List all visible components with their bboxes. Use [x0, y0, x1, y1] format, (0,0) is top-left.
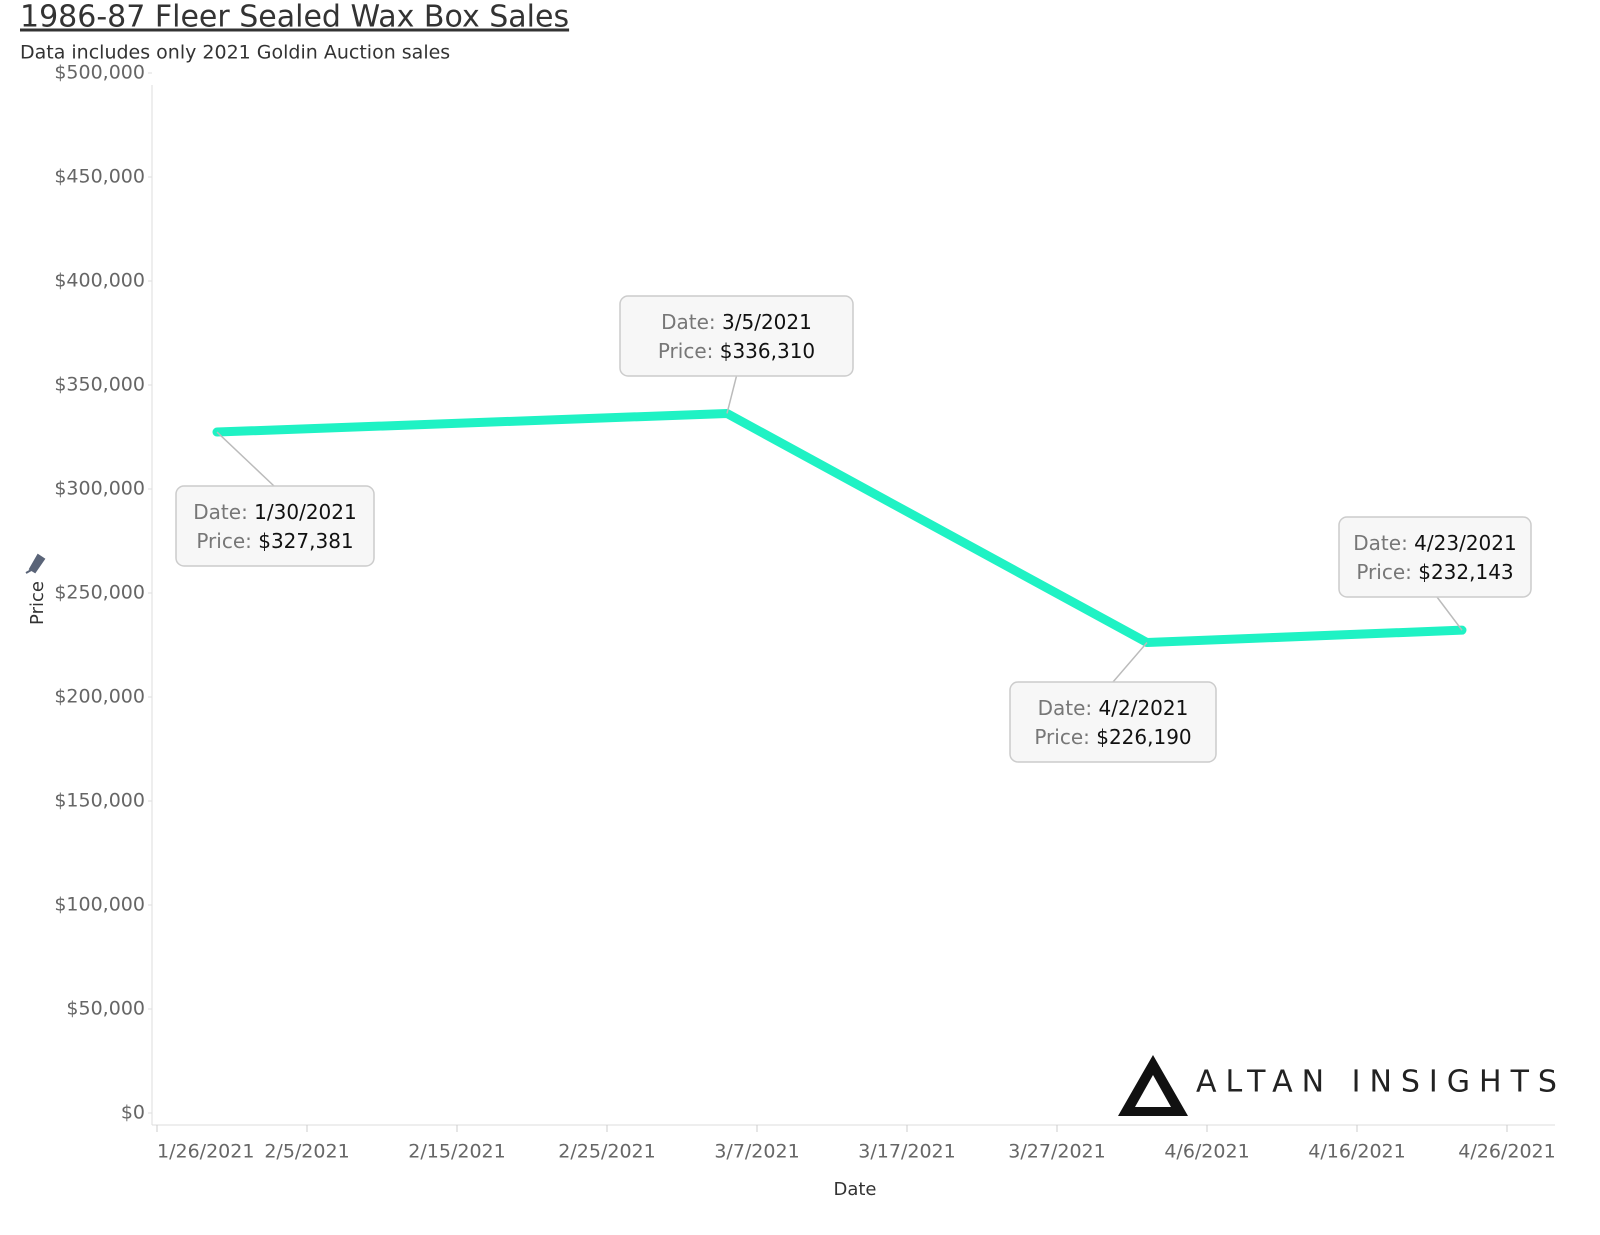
y-tick-label: $450,000	[54, 166, 145, 188]
chart-subtitle: Data includes only 2021 Goldin Auction s…	[20, 42, 450, 64]
x-tick-label: 2/15/2021	[408, 1141, 505, 1163]
tooltip-price: Price: $336,310	[658, 339, 815, 363]
tooltip-date-label: Date:	[1038, 696, 1093, 720]
data-label: $336,310	[720, 339, 815, 363]
tooltip-box	[1009, 681, 1217, 763]
tooltip-box	[1338, 516, 1532, 598]
logo: ALTAN INSIGHTS	[1118, 1055, 1566, 1116]
y-tick-label: $150,000	[54, 790, 145, 812]
leader-line	[1436, 596, 1463, 631]
y-tick-label: $500,000	[54, 62, 145, 84]
tooltip-date-value: 4/23/2021	[1414, 531, 1517, 555]
x-tick-label: 2/25/2021	[558, 1141, 655, 1163]
x-tick-label: 3/27/2021	[1008, 1141, 1105, 1163]
tooltip-price: Price: $226,190	[1034, 725, 1191, 749]
tooltip-date: Date: 4/2/2021	[1038, 696, 1189, 720]
x-tick-label: 4/16/2021	[1308, 1141, 1405, 1163]
data-label: $226,190	[1096, 725, 1191, 749]
data-label: $327,381	[258, 529, 353, 553]
y-tick-label: $200,000	[54, 686, 145, 708]
tooltip-box	[619, 295, 854, 377]
tooltip-price: Price: $232,143	[1356, 560, 1513, 584]
data-label: $232,143	[1418, 560, 1513, 584]
tooltip-date-value: 1/30/2021	[254, 500, 357, 524]
y-tick-label: $300,000	[54, 478, 145, 500]
y-tick-label: $50,000	[66, 998, 145, 1020]
tooltip-price-label: Price:	[1356, 560, 1412, 584]
x-tick-label: 4/6/2021	[1164, 1141, 1249, 1163]
pin-icon	[25, 553, 46, 574]
tooltip-date-label: Date:	[193, 500, 248, 524]
leader-line	[216, 431, 275, 487]
tooltip-date-value: 3/5/2021	[722, 310, 812, 334]
tooltip-date-label: Date:	[1353, 531, 1408, 555]
tooltip: Date: 3/5/2021 Price: $336,310	[619, 295, 854, 377]
x-tick-label: 4/26/2021	[1458, 1141, 1555, 1163]
tooltip-date: Date: 1/30/2021	[193, 500, 356, 524]
tooltip-date: Date: 4/23/2021	[1353, 531, 1516, 555]
leader-line	[1112, 642, 1148, 683]
y-tick-label: $350,000	[54, 374, 145, 396]
x-tick-label: 3/7/2021	[714, 1141, 799, 1163]
x-axis-label: Date	[833, 1179, 876, 1200]
y-tick-label: $400,000	[54, 270, 145, 292]
line	[212, 408, 1467, 648]
x-tick-label: 2/5/2021	[264, 1141, 349, 1163]
y-tick-label: $250,000	[54, 582, 145, 604]
tooltip-price-label: Price:	[1034, 725, 1090, 749]
tooltip-date: Date: 3/5/2021	[661, 310, 812, 334]
leader-line	[726, 375, 738, 414]
chart-title: 1986-87 Fleer Sealed Wax Box Sales	[20, 0, 569, 35]
x-tick-label: 1/26/2021	[157, 1141, 254, 1163]
tooltip-price: Price: $327,381	[196, 529, 353, 553]
tooltip-price-label: Price:	[658, 339, 714, 363]
tooltip-date-value: 4/2/2021	[1099, 696, 1189, 720]
x-tick-label: 3/17/2021	[858, 1141, 955, 1163]
y-tick-label: $0	[121, 1102, 145, 1124]
y-tick-label: $100,000	[54, 894, 145, 916]
tooltip-price-label: Price:	[196, 529, 252, 553]
logo-mark	[1118, 1055, 1188, 1116]
tooltip-box	[175, 485, 375, 567]
tooltip-date-label: Date:	[661, 310, 716, 334]
logo-text: ALTAN INSIGHTS	[1196, 1065, 1566, 1100]
y-axis-label: Price	[27, 581, 48, 625]
tooltip: Date: 4/2/2021 Price: $226,190	[1009, 681, 1217, 763]
